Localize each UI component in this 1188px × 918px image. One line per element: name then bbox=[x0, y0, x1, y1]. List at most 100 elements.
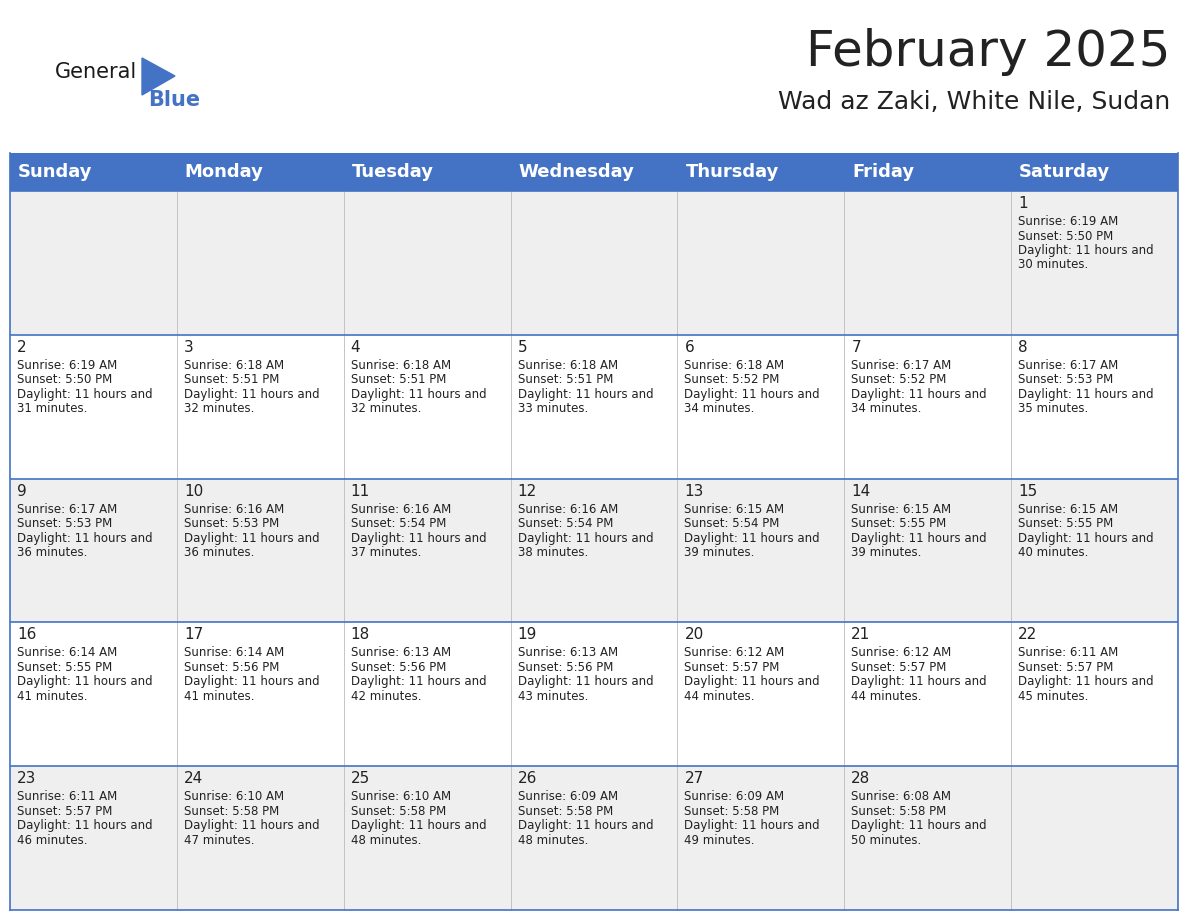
Text: Daylight: 11 hours and: Daylight: 11 hours and bbox=[350, 532, 486, 544]
Bar bbox=[1011, 335, 1178, 478]
Bar bbox=[677, 335, 845, 478]
Bar bbox=[1011, 478, 1178, 622]
Text: Sunset: 5:55 PM: Sunset: 5:55 PM bbox=[1018, 517, 1113, 530]
Bar bbox=[177, 191, 343, 335]
Bar bbox=[1011, 622, 1178, 767]
Text: 39 minutes.: 39 minutes. bbox=[684, 546, 754, 559]
Text: 27: 27 bbox=[684, 771, 703, 786]
Text: 38 minutes.: 38 minutes. bbox=[518, 546, 588, 559]
Bar bbox=[10, 622, 177, 767]
Text: 40 minutes.: 40 minutes. bbox=[1018, 546, 1088, 559]
Text: 5: 5 bbox=[518, 340, 527, 354]
Text: Sunrise: 6:12 AM: Sunrise: 6:12 AM bbox=[684, 646, 785, 659]
Text: 41 minutes.: 41 minutes. bbox=[17, 690, 88, 703]
Text: Sunrise: 6:14 AM: Sunrise: 6:14 AM bbox=[17, 646, 118, 659]
Text: 9: 9 bbox=[17, 484, 27, 498]
Bar bbox=[10, 767, 177, 910]
Bar bbox=[1011, 767, 1178, 910]
Bar bbox=[677, 191, 845, 335]
Text: 44 minutes.: 44 minutes. bbox=[852, 690, 922, 703]
Text: 12: 12 bbox=[518, 484, 537, 498]
Text: 44 minutes.: 44 minutes. bbox=[684, 690, 754, 703]
Text: 11: 11 bbox=[350, 484, 369, 498]
Text: 22: 22 bbox=[1018, 627, 1037, 643]
Text: Daylight: 11 hours and: Daylight: 11 hours and bbox=[518, 819, 653, 833]
Bar bbox=[10, 478, 177, 622]
Text: Daylight: 11 hours and: Daylight: 11 hours and bbox=[17, 676, 152, 688]
Bar bbox=[177, 153, 343, 191]
Bar bbox=[177, 478, 343, 622]
Text: 24: 24 bbox=[184, 771, 203, 786]
Text: 45 minutes.: 45 minutes. bbox=[1018, 690, 1088, 703]
Text: 15: 15 bbox=[1018, 484, 1037, 498]
Text: 4: 4 bbox=[350, 340, 360, 354]
Text: Sunset: 5:52 PM: Sunset: 5:52 PM bbox=[852, 374, 947, 386]
Polygon shape bbox=[143, 58, 175, 95]
Text: Daylight: 11 hours and: Daylight: 11 hours and bbox=[184, 819, 320, 833]
Text: Daylight: 11 hours and: Daylight: 11 hours and bbox=[684, 819, 820, 833]
Bar bbox=[343, 478, 511, 622]
Text: Sunset: 5:58 PM: Sunset: 5:58 PM bbox=[852, 805, 947, 818]
Text: Sunrise: 6:17 AM: Sunrise: 6:17 AM bbox=[1018, 359, 1118, 372]
Text: Sunrise: 6:16 AM: Sunrise: 6:16 AM bbox=[518, 502, 618, 516]
Text: 23: 23 bbox=[17, 771, 37, 786]
Text: Sunset: 5:51 PM: Sunset: 5:51 PM bbox=[518, 374, 613, 386]
Text: Sunset: 5:54 PM: Sunset: 5:54 PM bbox=[684, 517, 779, 530]
Text: Sunset: 5:57 PM: Sunset: 5:57 PM bbox=[17, 805, 113, 818]
Text: Daylight: 11 hours and: Daylight: 11 hours and bbox=[184, 532, 320, 544]
Text: 46 minutes.: 46 minutes. bbox=[17, 834, 88, 846]
Text: Daylight: 11 hours and: Daylight: 11 hours and bbox=[518, 387, 653, 401]
Text: Sunrise: 6:19 AM: Sunrise: 6:19 AM bbox=[17, 359, 118, 372]
Text: Sunset: 5:50 PM: Sunset: 5:50 PM bbox=[17, 374, 112, 386]
Text: Daylight: 11 hours and: Daylight: 11 hours and bbox=[1018, 244, 1154, 257]
Text: Sunset: 5:54 PM: Sunset: 5:54 PM bbox=[518, 517, 613, 530]
Text: Daylight: 11 hours and: Daylight: 11 hours and bbox=[684, 676, 820, 688]
Text: Sunrise: 6:18 AM: Sunrise: 6:18 AM bbox=[684, 359, 784, 372]
Text: 36 minutes.: 36 minutes. bbox=[17, 546, 88, 559]
Text: 32 minutes.: 32 minutes. bbox=[184, 402, 254, 415]
Text: Daylight: 11 hours and: Daylight: 11 hours and bbox=[518, 676, 653, 688]
Bar bbox=[845, 767, 1011, 910]
Text: 19: 19 bbox=[518, 627, 537, 643]
Bar bbox=[343, 153, 511, 191]
Bar bbox=[343, 767, 511, 910]
Text: 37 minutes.: 37 minutes. bbox=[350, 546, 421, 559]
Text: Sunset: 5:51 PM: Sunset: 5:51 PM bbox=[184, 374, 279, 386]
Text: Daylight: 11 hours and: Daylight: 11 hours and bbox=[852, 819, 987, 833]
Bar bbox=[677, 153, 845, 191]
Text: Daylight: 11 hours and: Daylight: 11 hours and bbox=[518, 532, 653, 544]
Text: General: General bbox=[55, 62, 138, 82]
Bar bbox=[343, 622, 511, 767]
Text: Daylight: 11 hours and: Daylight: 11 hours and bbox=[350, 676, 486, 688]
Text: Sunrise: 6:16 AM: Sunrise: 6:16 AM bbox=[184, 502, 284, 516]
Text: Sunset: 5:58 PM: Sunset: 5:58 PM bbox=[184, 805, 279, 818]
Text: Sunrise: 6:15 AM: Sunrise: 6:15 AM bbox=[1018, 502, 1118, 516]
Text: 33 minutes.: 33 minutes. bbox=[518, 402, 588, 415]
Text: Sunrise: 6:09 AM: Sunrise: 6:09 AM bbox=[684, 790, 784, 803]
Bar bbox=[10, 335, 177, 478]
Text: 14: 14 bbox=[852, 484, 871, 498]
Text: 7: 7 bbox=[852, 340, 861, 354]
Bar bbox=[845, 153, 1011, 191]
Text: 48 minutes.: 48 minutes. bbox=[350, 834, 421, 846]
Text: Monday: Monday bbox=[185, 163, 264, 181]
Bar bbox=[511, 478, 677, 622]
Text: Sunrise: 6:18 AM: Sunrise: 6:18 AM bbox=[350, 359, 450, 372]
Text: Wednesday: Wednesday bbox=[519, 163, 634, 181]
Text: Daylight: 11 hours and: Daylight: 11 hours and bbox=[17, 532, 152, 544]
Text: Tuesday: Tuesday bbox=[352, 163, 434, 181]
Text: Sunset: 5:54 PM: Sunset: 5:54 PM bbox=[350, 517, 446, 530]
Text: 50 minutes.: 50 minutes. bbox=[852, 834, 922, 846]
Text: Wad az Zaki, White Nile, Sudan: Wad az Zaki, White Nile, Sudan bbox=[778, 90, 1170, 114]
Text: 1: 1 bbox=[1018, 196, 1028, 211]
Text: Daylight: 11 hours and: Daylight: 11 hours and bbox=[1018, 676, 1154, 688]
Text: 17: 17 bbox=[184, 627, 203, 643]
Text: 3: 3 bbox=[184, 340, 194, 354]
Text: 8: 8 bbox=[1018, 340, 1028, 354]
Text: 20: 20 bbox=[684, 627, 703, 643]
Text: 31 minutes.: 31 minutes. bbox=[17, 402, 88, 415]
Text: 32 minutes.: 32 minutes. bbox=[350, 402, 421, 415]
Text: Sunset: 5:55 PM: Sunset: 5:55 PM bbox=[17, 661, 112, 674]
Text: Sunset: 5:58 PM: Sunset: 5:58 PM bbox=[350, 805, 446, 818]
Text: Sunset: 5:57 PM: Sunset: 5:57 PM bbox=[684, 661, 779, 674]
